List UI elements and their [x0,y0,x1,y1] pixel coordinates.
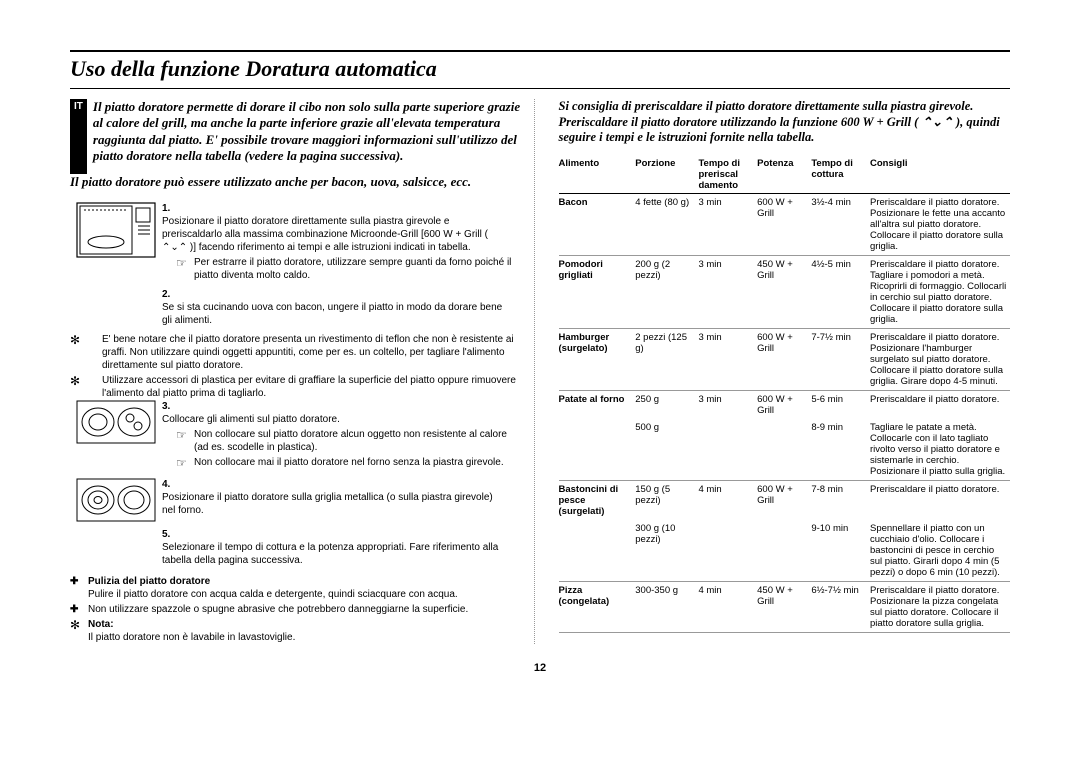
step-4-image [70,478,162,522]
pointer-icon: ☞ [176,428,194,454]
table-row: Patate al forno250 g3 min600 W + Grill5-… [559,390,1011,419]
cleaning-warning: Non utilizzare spazzole o spugne abrasiv… [88,603,522,616]
table-row: Hamburger (surgelato)2 pezzi (125 g)3 mi… [559,328,1011,390]
step-4: 4. Posizionare il piatto doratore sulla … [70,478,522,522]
left-column: IT Il piatto doratore permette di dorare… [70,99,535,644]
plates-icon [76,400,156,444]
right-column: Si consiglia di preriscaldare il piatto … [555,99,1011,644]
step-2-num: 2. [162,288,176,301]
cooking-table: Alimento Porzione Tempo di preriscal dam… [559,156,1011,633]
pointer-icon: ☞ [176,456,194,472]
step-3: 3. Collocare gli alimenti sul piatto dor… [70,400,522,472]
page-number: 12 [70,662,1010,674]
table-row: Pomodori grigliati200 g (2 pezzi)3 min45… [559,255,1011,328]
th-cottura: Tempo di cottura [811,156,870,194]
table-header-row: Alimento Porzione Tempo di preriscal dam… [559,156,1011,194]
nota-text: Il piatto doratore non è lavabile in lav… [88,632,295,643]
step-2-note-1: ✻ E' bene notare che il piatto doratore … [70,333,522,372]
microwave-icon [76,202,156,258]
plus-icon: ✚ [70,575,88,601]
top-rule-thin [70,88,1010,89]
step-1-text: Posizionare il piatto doratore direttame… [162,215,506,254]
lang-badge: IT [70,99,87,174]
step-3-sub-2: ☞ Non collocare mai il piatto doratore n… [176,456,522,472]
plus-icon: ✚ [70,603,88,616]
step-1: 1. Posizionare il piatto doratore dirett… [70,202,522,282]
top-rule-thick [70,50,1010,52]
step-2-note-2: ✻ Utilizzare accessori di plastica per e… [70,374,522,400]
step-3-image [70,400,162,472]
th-potenza: Potenza [757,156,811,194]
steps-list: 1. Posizionare il piatto doratore dirett… [70,202,522,644]
step-4-num: 4. [162,478,176,491]
step-5-text: Selezionare il tempo di cottura e la pot… [162,541,506,567]
nota-label: Nota: [88,619,114,630]
step-1-image [70,202,162,282]
asterisk-icon: ✻ [70,333,88,372]
intro-paragraph-1: Il piatto doratore permette di dorare il… [93,99,522,164]
asterisk-icon: ✻ [70,374,88,400]
page-title: Uso della funzione Doratura automatica [70,56,1010,82]
step-3-sub-1: ☞ Non collocare sul piatto doratore alcu… [176,428,522,454]
th-porzione: Porzione [635,156,698,194]
plates-icon [76,478,156,522]
step-3-text: Collocare gli alimenti sul piatto dorato… [162,413,506,426]
table-row: Bastoncini di pesce (surgelati)150 g (5 … [559,480,1011,520]
intro-paragraph-2: Il piatto doratore può essere utilizzato… [70,174,522,190]
step-1-sub-1: ☞ Per estrarre il piatto doratore, utili… [176,256,522,282]
step-3-num: 3. [162,400,176,413]
step-5-num: 5. [162,528,176,541]
cleaning-block: ✚ Pulizia del piatto doratore Pulire il … [70,575,522,644]
step-1-num: 1. [162,202,176,215]
table-row: 500 g8-9 minTagliare le patate a metà. C… [559,419,1011,481]
th-preriscal: Tempo di preriscal damento [698,156,757,194]
cleaning-text: Pulire il piatto doratore con acqua cald… [88,589,458,600]
step-4-text: Posizionare il piatto doratore sulla gri… [162,491,506,517]
step-2-text: Se si sta cucinando uova con bacon, unge… [162,301,506,327]
table-row: Bacon4 fette (80 g)3 min600 W + Grill3½-… [559,193,1011,255]
asterisk-icon: ✻ [70,618,88,644]
th-consigli: Consigli [870,156,1010,194]
cleaning-heading: Pulizia del piatto doratore [88,576,210,587]
step-5: 5. Selezionare il tempo di cottura e la … [70,528,522,567]
right-intro: Si consiglia di preriscaldare il piatto … [559,99,1011,146]
table-row: Pizza (congelata)300-350 g4 min450 W + G… [559,581,1011,632]
pointer-icon: ☞ [176,256,194,282]
table-row: 300 g (10 pezzi)9-10 minSpennellare il p… [559,520,1011,582]
th-alimento: Alimento [559,156,636,194]
step-2: 2. Se si sta cucinando uova con bacon, u… [70,288,522,327]
